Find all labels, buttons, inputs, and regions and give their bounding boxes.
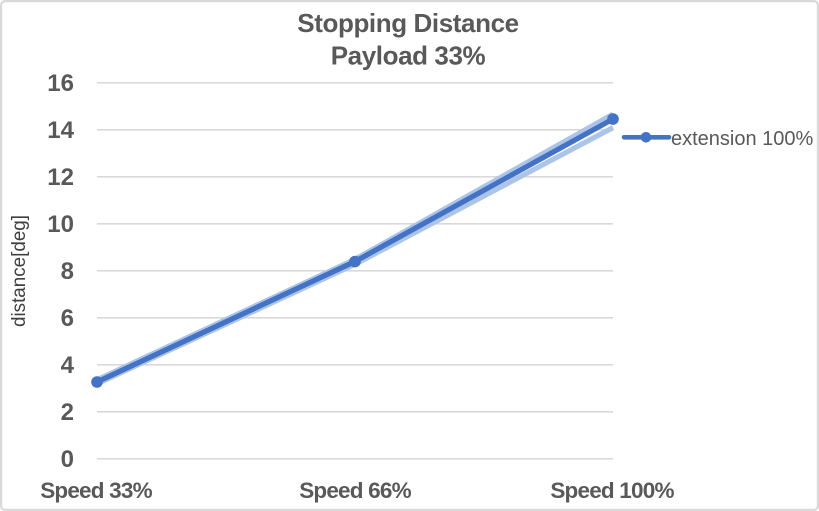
svg-text:14: 14 [47,117,74,144]
svg-text:16: 16 [47,70,74,97]
svg-text:2: 2 [61,399,74,426]
svg-text:extension 100%: extension 100% [671,128,814,150]
svg-text:Speed 66%: Speed 66% [299,478,411,503]
svg-text:12: 12 [47,164,74,191]
svg-text:8: 8 [61,258,74,285]
svg-text:Speed 100%: Speed 100% [550,478,674,503]
svg-text:distance[deg]: distance[deg] [9,215,30,327]
svg-text:Payload 33%: Payload 33% [331,41,486,71]
svg-text:10: 10 [47,211,74,238]
svg-text:Stopping Distance: Stopping Distance [297,8,518,38]
svg-text:Speed 33%: Speed 33% [40,478,152,503]
svg-text:6: 6 [61,305,74,332]
svg-text:4: 4 [61,352,75,379]
svg-text:0: 0 [61,446,74,473]
